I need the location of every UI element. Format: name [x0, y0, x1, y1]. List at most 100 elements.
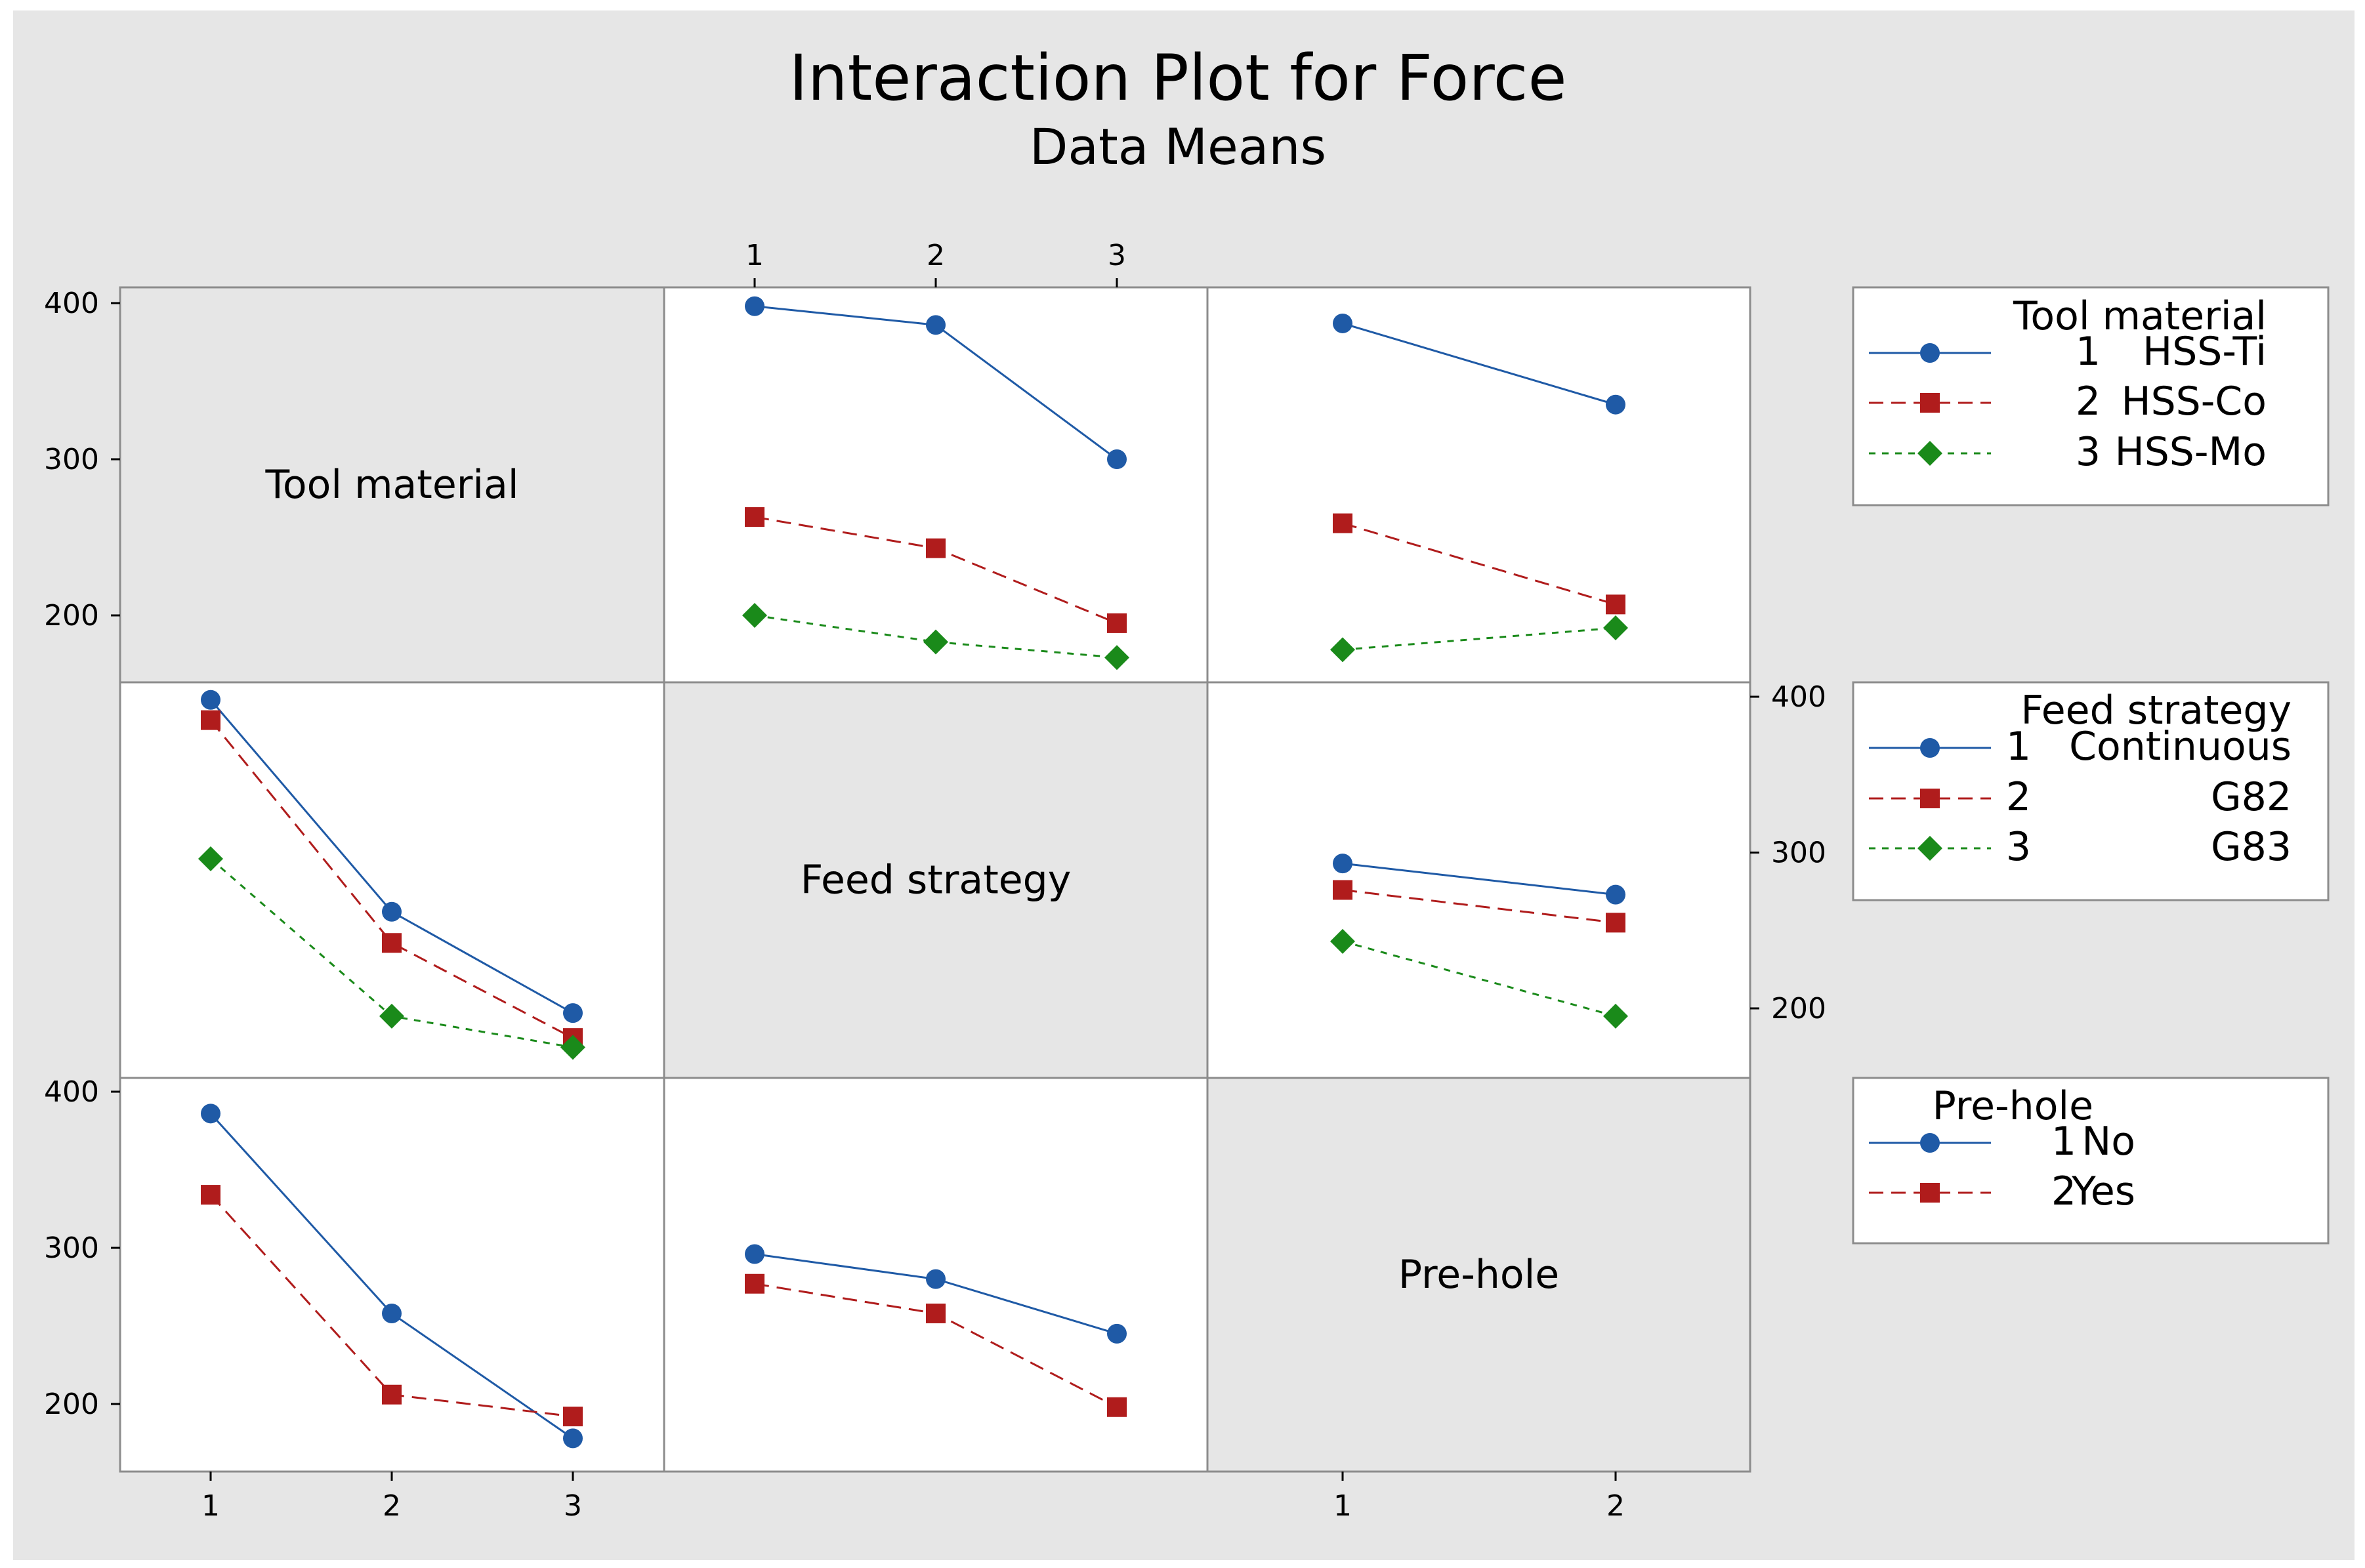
y-tick-label-r1-300: 300	[1771, 836, 1826, 870]
panel-r2-c2	[1206, 1077, 1751, 1473]
point-r1c0-1-continuous-3	[563, 1003, 583, 1023]
point-r0c1-1-hss-ti-3	[1107, 449, 1127, 469]
point-r0c1-3-hss-mo-2	[923, 629, 948, 655]
y-tick-label-r0-300: 300	[44, 443, 99, 476]
legend-label-pre-hole-2: Yes	[2071, 1168, 2135, 1214]
point-r2c1-2-yes-1	[745, 1273, 764, 1294]
legend-level-pre-hole-1: 1	[2051, 1119, 2076, 1165]
series-line-r0c2-1-hss-ti	[1342, 322, 1616, 406]
x-tick-label-c1-2: 2	[927, 239, 945, 272]
point-r2c0-2-yes-2	[382, 1384, 402, 1405]
point-r1c0-2-g82-2	[382, 933, 402, 953]
legend-marker-feed-strategy-2	[1920, 789, 1940, 808]
point-r1c0-2-g82-1	[201, 710, 220, 730]
diagonal-label-pre-hole: Pre-hole	[1398, 1252, 1559, 1298]
y-tick-label-r1-400: 400	[1771, 680, 1826, 714]
legend-level-tool-material-3: 3	[2076, 429, 2101, 475]
point-r1c2-1-continuous-2	[1606, 884, 1625, 905]
point-r2c1-2-yes-3	[1107, 1397, 1127, 1417]
point-r0c2-1-hss-ti-2	[1606, 394, 1625, 415]
legend-marker-feed-strategy-3	[1917, 836, 1942, 861]
legend-level-tool-material-2: 2	[2076, 379, 2101, 424]
point-r1c0-1-continuous-1	[201, 690, 220, 710]
panel-r1-c1	[663, 681, 1209, 1079]
point-r2c1-2-yes-2	[926, 1303, 946, 1323]
point-r0c1-3-hss-mo-3	[1104, 645, 1129, 671]
point-r2c1-1-no-3	[1107, 1323, 1127, 1344]
point-r0c1-1-hss-ti-2	[926, 315, 946, 335]
legend-label-tool-material-1: HSS-Ti	[2143, 329, 2267, 375]
point-r1c2-2-g82-1	[1333, 880, 1352, 900]
series-line-r1c2-1-continuous	[1342, 862, 1616, 896]
x-tick-label-c1-1: 1	[745, 239, 764, 272]
legend-label-tool-material-2: HSS-Co	[2121, 379, 2267, 424]
legend-marker-tool-material-1	[1920, 343, 1940, 363]
panel-r2-c0	[119, 1077, 665, 1473]
legend-title-feed-strategy: Feed strategy	[2021, 688, 2292, 733]
point-r0c2-2-hss-co-1	[1333, 513, 1352, 533]
legend-label-tool-material-3: HSS-Mo	[2115, 429, 2267, 475]
point-r0c1-2-hss-co-2	[926, 538, 946, 558]
series-line-r0c2-3-hss-mo	[1342, 627, 1616, 651]
chart-subtitle: Data Means	[1030, 117, 1326, 176]
legend-box-pre-hole	[1852, 1077, 2330, 1245]
chart-title: Interaction Plot for Force	[789, 41, 1566, 115]
point-r2c1-1-no-1	[745, 1244, 764, 1264]
point-r2c0-1-no-1	[201, 1104, 220, 1124]
point-r2c0-1-no-3	[563, 1428, 583, 1449]
legend-marker-pre-hole-2	[1920, 1183, 1940, 1203]
point-r2c1-1-no-2	[926, 1269, 946, 1289]
point-r1c2-3-g83-2	[1603, 1003, 1628, 1029]
series-line-r1c0-2-g82	[209, 719, 574, 1039]
panel-r0-c2	[1206, 286, 1751, 684]
point-r1c0-3-g83-1	[198, 846, 223, 871]
legend-marker-pre-hole-1	[1920, 1133, 1940, 1153]
legend-marker-tool-material-2	[1920, 393, 1940, 413]
x-tick-label-c0-3: 3	[564, 1489, 582, 1523]
panel-r1-c2	[1206, 681, 1751, 1079]
legend-level-feed-strategy-1: 1	[2006, 724, 2031, 770]
y-tick-label-r1-200: 200	[1771, 992, 1826, 1025]
point-r0c2-3-hss-mo-1	[1330, 637, 1355, 663]
legend-label-pre-hole-1: No	[2082, 1119, 2135, 1165]
series-line-r0c1-3-hss-mo	[754, 614, 1118, 659]
point-r1c0-3-g83-3	[560, 1035, 585, 1060]
legend-title-tool-material: Tool material	[2013, 293, 2267, 339]
x-tick-label-c1-3: 3	[1108, 239, 1126, 272]
diagonal-label-tool-material: Tool material	[264, 462, 518, 508]
y-tick-label-r0-400: 400	[44, 287, 99, 320]
y-tick-label-r2-200: 200	[44, 1388, 99, 1421]
point-r1c0-1-continuous-2	[382, 901, 402, 922]
x-tick-label-c0-1: 1	[201, 1489, 220, 1523]
y-tick-label-r2-400: 400	[44, 1075, 99, 1109]
point-r1c2-3-g83-1	[1330, 928, 1355, 954]
point-r0c1-2-hss-co-3	[1107, 613, 1127, 633]
x-tick-label-c0-2: 2	[383, 1489, 401, 1523]
panel-r0-c0	[119, 286, 665, 684]
point-r1c0-3-g83-2	[379, 1003, 404, 1029]
point-r1c2-2-g82-2	[1606, 913, 1625, 933]
point-r2c0-1-no-2	[382, 1303, 402, 1323]
point-r0c2-1-hss-ti-1	[1333, 313, 1352, 333]
x-tick-label-c2-2: 2	[1606, 1489, 1625, 1523]
legend-marker-tool-material-3	[1917, 441, 1942, 466]
legend-label-feed-strategy-1: Continuous	[2069, 724, 2292, 770]
legend-level-tool-material-1: 1	[2076, 329, 2101, 375]
y-tick-label-r2-300: 300	[44, 1231, 99, 1265]
point-r0c2-3-hss-mo-2	[1603, 615, 1628, 641]
legend-label-feed-strategy-3: G83	[2211, 824, 2292, 870]
legend-marker-feed-strategy-1	[1920, 738, 1940, 758]
legend-label-feed-strategy-2: G82	[2211, 774, 2292, 820]
diagonal-label-feed-strategy: Feed strategy	[801, 857, 1071, 903]
point-r2c0-2-yes-1	[201, 1185, 220, 1205]
point-r0c1-3-hss-mo-1	[742, 603, 767, 628]
x-tick-label-c2-1: 1	[1333, 1489, 1352, 1523]
point-r0c1-1-hss-ti-1	[745, 296, 764, 316]
point-r0c2-2-hss-co-2	[1606, 594, 1625, 615]
point-r0c1-2-hss-co-1	[745, 507, 764, 527]
legend-title-pre-hole: Pre-hole	[1933, 1083, 2093, 1129]
